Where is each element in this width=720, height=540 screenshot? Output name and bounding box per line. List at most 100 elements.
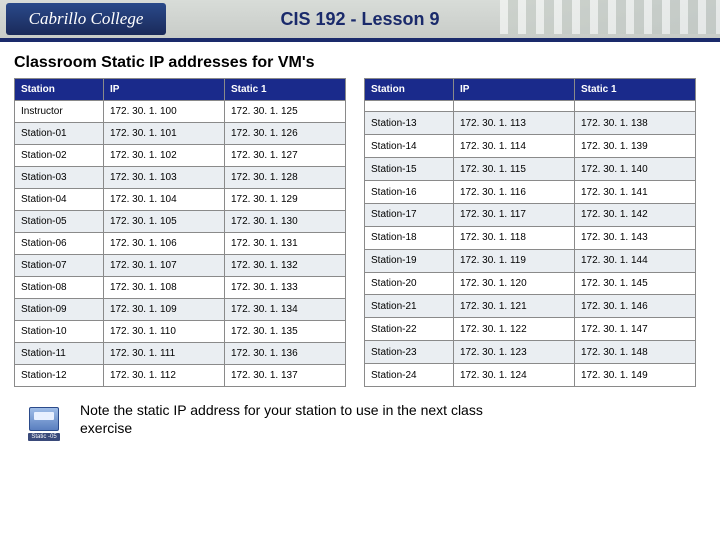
table-cell: Station-18 [365, 226, 454, 249]
table-row: Station-19172. 30. 1. 119172. 30. 1. 144 [365, 249, 696, 272]
table-row: Station-08172. 30. 1. 108172. 30. 1. 133 [15, 277, 346, 299]
table-cell: 172. 30. 1. 140 [574, 158, 695, 181]
table-row: Station-16172. 30. 1. 116172. 30. 1. 141 [365, 181, 696, 204]
table-row: Station-06172. 30. 1. 106172. 30. 1. 131 [15, 233, 346, 255]
table-cell: 172. 30. 1. 134 [224, 299, 345, 321]
table-cell: 172. 30. 1. 114 [453, 135, 574, 158]
table-cell: 172. 30. 1. 147 [574, 318, 695, 341]
table-row: Station-02172. 30. 1. 102172. 30. 1. 127 [15, 145, 346, 167]
col-ip: IP [453, 79, 574, 101]
table-cell: Station-07 [15, 255, 104, 277]
table-cell: 172. 30. 1. 116 [453, 181, 574, 204]
col-static1: Static 1 [224, 79, 345, 101]
table-cell: 172. 30. 1. 145 [574, 272, 695, 295]
table-cell: 172. 30. 1. 111 [103, 343, 224, 365]
table-cell: Station-10 [15, 321, 104, 343]
table-cell: 172. 30. 1. 104 [103, 189, 224, 211]
table-cell: 172. 30. 1. 141 [574, 181, 695, 204]
table-cell: 172. 30. 1. 149 [574, 364, 695, 387]
station-icon-label: Static -05 [28, 433, 59, 441]
table-cell: Station-19 [365, 249, 454, 272]
table-cell [453, 101, 574, 112]
table-row: Station-24172. 30. 1. 124172. 30. 1. 149 [365, 364, 696, 387]
page-subtitle: Classroom Static IP addresses for VM's [0, 42, 720, 78]
table-cell: 172. 30. 1. 101 [103, 123, 224, 145]
table-cell: 172. 30. 1. 119 [453, 249, 574, 272]
table-cell: Station-20 [365, 272, 454, 295]
table-cell: Station-02 [15, 145, 104, 167]
table-row: Station-23172. 30. 1. 123172. 30. 1. 148 [365, 341, 696, 364]
table-cell: 172. 30. 1. 139 [574, 135, 695, 158]
table-cell: 172. 30. 1. 131 [224, 233, 345, 255]
table-row: Station-21172. 30. 1. 121172. 30. 1. 146 [365, 295, 696, 318]
table-cell: 172. 30. 1. 135 [224, 321, 345, 343]
table-cell: 172. 30. 1. 142 [574, 203, 695, 226]
table-row: Station-12172. 30. 1. 112172. 30. 1. 137 [15, 365, 346, 387]
table-cell: 172. 30. 1. 127 [224, 145, 345, 167]
table-row: Station-15172. 30. 1. 115172. 30. 1. 140 [365, 158, 696, 181]
table-cell: Station-15 [365, 158, 454, 181]
table-cell: 172. 30. 1. 110 [103, 321, 224, 343]
table-cell: 172. 30. 1. 109 [103, 299, 224, 321]
table-row: Station-20172. 30. 1. 120172. 30. 1. 145 [365, 272, 696, 295]
table-row: Station-04172. 30. 1. 104172. 30. 1. 129 [15, 189, 346, 211]
table-row [365, 101, 696, 112]
col-ip: IP [103, 79, 224, 101]
table-row: Station-13172. 30. 1. 113172. 30. 1. 138 [365, 112, 696, 135]
tables-container: Station IP Static 1 Instructor172. 30. 1… [0, 78, 720, 387]
table-row: Station-11172. 30. 1. 111172. 30. 1. 136 [15, 343, 346, 365]
table-row: Instructor172. 30. 1. 100172. 30. 1. 125 [15, 101, 346, 123]
table-cell: Station-23 [365, 341, 454, 364]
table-cell: 172. 30. 1. 108 [103, 277, 224, 299]
table-cell: 172. 30. 1. 124 [453, 364, 574, 387]
table-cell: 172. 30. 1. 146 [574, 295, 695, 318]
table-cell: Instructor [15, 101, 104, 123]
table-cell: 172. 30. 1. 117 [453, 203, 574, 226]
table-row: Station-01172. 30. 1. 101172. 30. 1. 126 [15, 123, 346, 145]
table-cell: 172. 30. 1. 121 [453, 295, 574, 318]
table-cell: Station-24 [365, 364, 454, 387]
table-cell: Station-09 [15, 299, 104, 321]
table-cell: 172. 30. 1. 148 [574, 341, 695, 364]
ip-table-left: Station IP Static 1 Instructor172. 30. 1… [14, 78, 346, 387]
table-row: Station-22172. 30. 1. 122172. 30. 1. 147 [365, 318, 696, 341]
table-cell: 172. 30. 1. 144 [574, 249, 695, 272]
table-cell: 172. 30. 1. 138 [574, 112, 695, 135]
table-cell: 172. 30. 1. 102 [103, 145, 224, 167]
table-cell: 172. 30. 1. 128 [224, 167, 345, 189]
table-row: Station-17172. 30. 1. 117172. 30. 1. 142 [365, 203, 696, 226]
station-icon: Static -05 [22, 397, 66, 441]
table-cell [365, 101, 454, 112]
col-station: Station [15, 79, 104, 101]
table-cell: Station-03 [15, 167, 104, 189]
table-cell: 172. 30. 1. 132 [224, 255, 345, 277]
table-row: Station-07172. 30. 1. 107172. 30. 1. 132 [15, 255, 346, 277]
table-cell: 172. 30. 1. 118 [453, 226, 574, 249]
table-cell: 172. 30. 1. 122 [453, 318, 574, 341]
table-row: Station-18172. 30. 1. 118172. 30. 1. 143 [365, 226, 696, 249]
table-cell: 172. 30. 1. 130 [224, 211, 345, 233]
footer: Static -05 Note the static IP address fo… [0, 387, 720, 441]
table-cell [574, 101, 695, 112]
table-row: Station-10172. 30. 1. 110172. 30. 1. 135 [15, 321, 346, 343]
table-cell: Station-13 [365, 112, 454, 135]
table-cell: Station-11 [15, 343, 104, 365]
table-cell: 172. 30. 1. 123 [453, 341, 574, 364]
table-row: Station-09172. 30. 1. 109172. 30. 1. 134 [15, 299, 346, 321]
table-cell: Station-22 [365, 318, 454, 341]
ip-table-right: Station IP Static 1 Station-13172. 30. 1… [364, 78, 696, 387]
table-cell: 172. 30. 1. 120 [453, 272, 574, 295]
header-decoration [500, 0, 720, 34]
college-logo: Cabrillo College [6, 3, 166, 35]
table-cell: 172. 30. 1. 100 [103, 101, 224, 123]
table-row: Station-03172. 30. 1. 103172. 30. 1. 128 [15, 167, 346, 189]
table-cell: Station-05 [15, 211, 104, 233]
table-cell: 172. 30. 1. 137 [224, 365, 345, 387]
table-cell: Station-06 [15, 233, 104, 255]
table-cell: 172. 30. 1. 105 [103, 211, 224, 233]
table-cell: Station-01 [15, 123, 104, 145]
table-cell: Station-16 [365, 181, 454, 204]
table-cell: 172. 30. 1. 136 [224, 343, 345, 365]
table-cell: Station-08 [15, 277, 104, 299]
table-cell: 172. 30. 1. 133 [224, 277, 345, 299]
